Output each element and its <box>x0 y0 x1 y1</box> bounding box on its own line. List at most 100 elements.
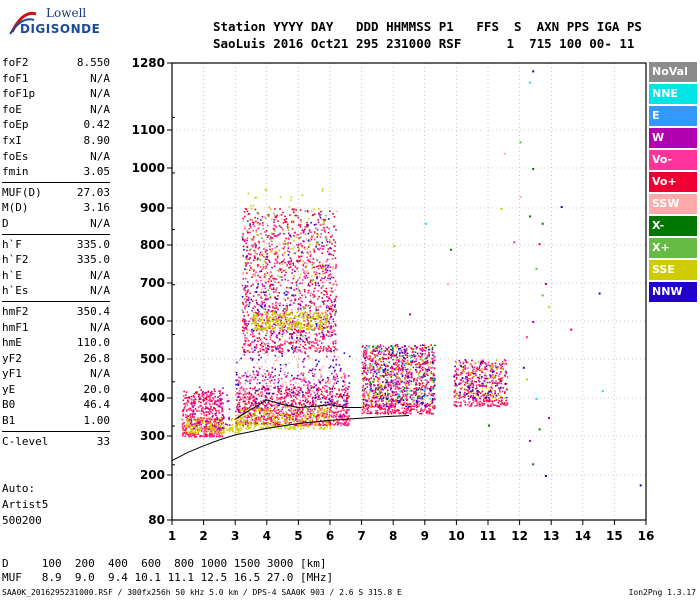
echo-point <box>182 409 185 412</box>
echo-point <box>291 402 293 405</box>
echo-point <box>264 409 266 411</box>
echo-point <box>424 403 427 405</box>
echo-point <box>320 279 322 281</box>
echo-point <box>329 349 331 352</box>
echo-point <box>400 351 403 354</box>
echo-point <box>216 435 218 438</box>
echo-point <box>303 319 305 322</box>
echo-point <box>241 417 243 420</box>
echo-point <box>345 415 348 418</box>
echo-point <box>300 389 302 391</box>
echo-point <box>282 411 284 413</box>
echo-point <box>267 215 270 217</box>
echo-point <box>195 424 197 427</box>
echo-point <box>305 238 308 240</box>
echo-point <box>326 407 329 410</box>
echo-point <box>289 326 292 329</box>
echo-point <box>283 413 286 415</box>
echo-point <box>293 428 295 430</box>
echo-point <box>280 423 283 426</box>
echo-point <box>249 387 251 389</box>
echo-point <box>424 363 426 365</box>
echo-point <box>384 372 387 375</box>
echo-point <box>266 298 268 301</box>
echo-point <box>343 424 346 427</box>
echo-point <box>239 387 241 390</box>
echo-point <box>263 414 266 416</box>
echo-point <box>364 362 366 365</box>
echo-point <box>372 360 374 363</box>
echo-point <box>307 291 309 294</box>
echo-point <box>268 322 270 325</box>
echo-point <box>266 253 268 255</box>
echo-point <box>209 420 211 422</box>
echo-point <box>261 393 264 396</box>
echo-point <box>288 337 291 339</box>
echo-point <box>296 285 298 287</box>
echo-point <box>258 402 260 404</box>
echo-point <box>282 406 284 408</box>
echo-point <box>276 417 279 419</box>
echo-point <box>402 355 404 357</box>
echo-point <box>279 413 282 416</box>
echo-point <box>289 322 291 325</box>
param-value: N/A <box>90 149 110 163</box>
echo-point <box>333 216 336 218</box>
echo-point <box>293 246 296 248</box>
echo-point <box>240 409 243 411</box>
echo-point <box>269 410 272 412</box>
echo-point <box>270 271 272 273</box>
echo-point <box>262 375 264 377</box>
echo-point <box>322 404 325 406</box>
echo-point <box>308 347 310 349</box>
echo-point <box>365 364 367 366</box>
echo-point <box>193 432 195 434</box>
echo-point <box>235 371 238 374</box>
echo-point <box>268 316 271 318</box>
echo-point <box>194 408 197 410</box>
echo-point <box>318 360 320 363</box>
echo-point <box>207 423 209 426</box>
echo-point <box>285 311 287 314</box>
echo-point <box>334 395 337 398</box>
echo-point <box>264 188 267 191</box>
echo-point <box>219 399 221 402</box>
echo-point <box>287 416 290 418</box>
param-value: 335.0 <box>76 237 110 251</box>
echo-point <box>309 325 312 327</box>
echo-point <box>282 412 285 415</box>
echo-point <box>305 332 307 334</box>
echo-point <box>281 330 284 333</box>
echo-point <box>296 233 298 236</box>
echo-point <box>222 429 225 432</box>
echo-point <box>397 365 399 368</box>
echo-point <box>275 218 278 220</box>
echo-point <box>277 269 280 272</box>
echo-point <box>411 394 414 396</box>
echo-point <box>235 388 238 390</box>
echo-point <box>277 316 280 319</box>
echo-point <box>252 221 254 224</box>
echo-point <box>237 423 240 425</box>
echo-point <box>302 424 305 426</box>
auto-label: Auto: <box>2 482 36 495</box>
echo-point <box>254 208 257 211</box>
echo-point <box>265 189 268 191</box>
echo-point <box>197 420 199 423</box>
echo-point <box>324 322 327 324</box>
echo-point <box>303 394 305 397</box>
echo-point <box>241 296 244 298</box>
echo-point <box>210 411 212 413</box>
echo-point <box>200 410 203 412</box>
echo-point <box>412 405 415 407</box>
echo-point <box>334 411 337 414</box>
echo-point <box>247 192 250 195</box>
echo-point <box>288 416 290 419</box>
echo-point <box>307 283 310 285</box>
echo-point <box>256 422 259 424</box>
echo-point <box>328 227 330 230</box>
echo-point <box>384 385 387 388</box>
echo-point <box>362 395 364 397</box>
echo-point <box>306 315 308 317</box>
echo-point <box>203 433 205 435</box>
